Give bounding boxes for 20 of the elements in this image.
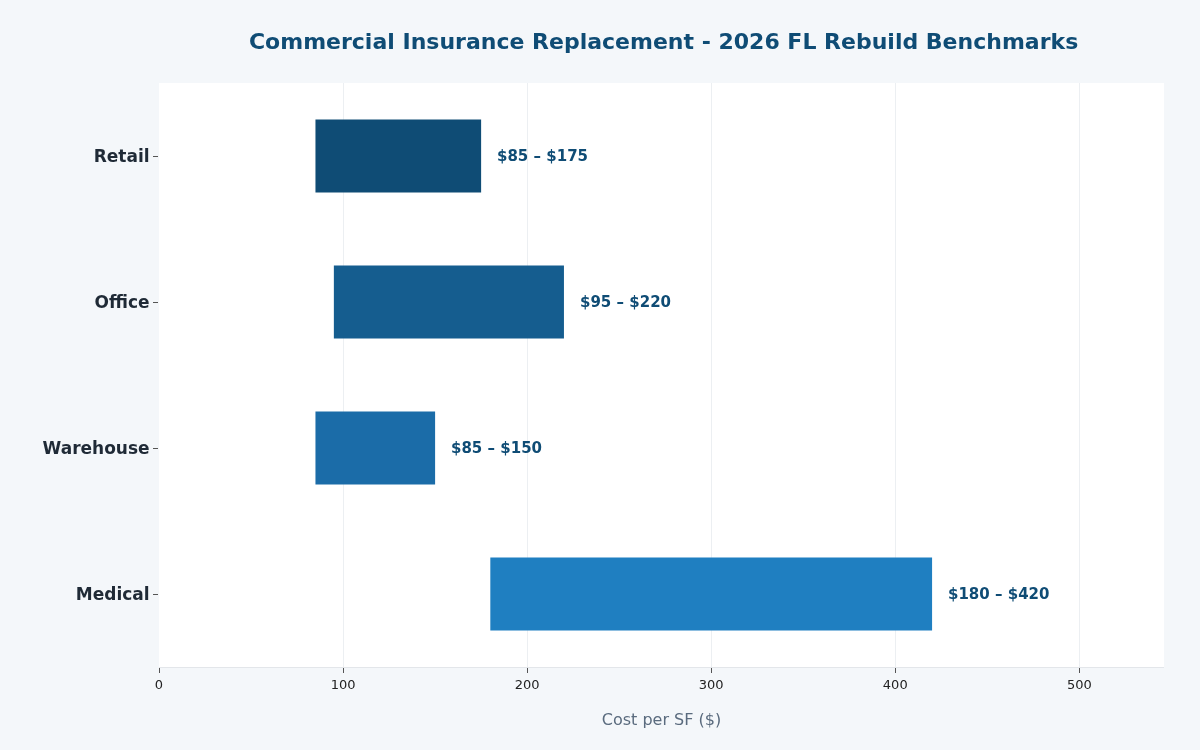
annotation: $85 – $175: [497, 147, 589, 165]
x-tick-label: 0: [154, 676, 164, 692]
y-tick-label: Warehouse: [42, 437, 150, 458]
annotation: $180 – $420: [948, 585, 1050, 603]
bar: [315, 411, 436, 485]
x-tick-label: 400: [882, 676, 908, 692]
y-tick-label: Office: [94, 291, 150, 312]
bar: [315, 119, 482, 193]
y-tick-label: Medical: [75, 583, 150, 604]
annotation: $95 – $220: [580, 293, 672, 311]
x-tick-label: 500: [1066, 676, 1092, 692]
x-axis-title: Cost per SF ($): [601, 710, 722, 729]
annotation: $85 – $150: [451, 439, 543, 457]
bar: [333, 265, 564, 339]
x-tick-label: 200: [514, 676, 540, 692]
bar: [490, 557, 933, 631]
y-tick-label: Retail: [93, 145, 150, 166]
x-tick-label: 300: [698, 676, 724, 692]
chart-title: Commercial Insurance Replacement - 2026 FL Rebuild Benchmarks: [248, 29, 1079, 55]
x-tick-label: 100: [330, 676, 356, 692]
